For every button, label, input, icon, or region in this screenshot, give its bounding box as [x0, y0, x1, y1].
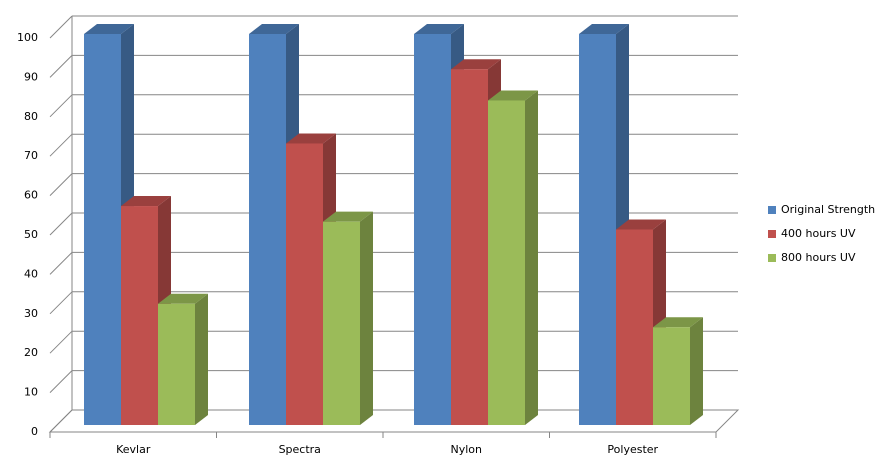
bar-top [653, 317, 703, 328]
grid-diagonal [49, 409, 73, 433]
y-tick-label: 20 [24, 346, 38, 359]
bar [488, 100, 525, 425]
y-tick-label: 80 [24, 110, 38, 123]
legend-swatch [768, 254, 776, 262]
bar [323, 221, 360, 425]
bar [84, 34, 121, 425]
y-tick-label: 60 [24, 189, 38, 202]
bar-top [121, 196, 171, 207]
y-tick-label: 40 [24, 267, 38, 280]
bar-top [616, 219, 666, 230]
grid-diagonal [49, 370, 73, 393]
bar-top [451, 59, 501, 70]
bar-side [525, 90, 538, 425]
bar-top [249, 24, 299, 34]
grid-diagonal [49, 252, 73, 275]
grid-diagonal [49, 15, 73, 39]
legend-label: 800 hours UV [781, 251, 856, 264]
x-tick-label: Polyester [607, 443, 658, 456]
legend-label: Original Strength [781, 203, 875, 216]
bar-side [360, 211, 373, 425]
grid-diagonal [49, 133, 73, 157]
grid-diagonal [49, 173, 73, 196]
y-tick-label: 30 [24, 307, 38, 320]
bar-top [488, 90, 538, 101]
bar-top [579, 24, 629, 34]
grid-diagonal [49, 330, 73, 354]
bar-top [286, 133, 336, 144]
bar [414, 34, 451, 425]
bar-side [690, 317, 703, 425]
legend-swatch [768, 230, 776, 238]
bar [158, 303, 195, 425]
grid-diagonal [49, 291, 73, 315]
bar [451, 69, 488, 425]
bar-top [323, 211, 373, 222]
legend-swatch [768, 206, 776, 214]
grid-diagonal [49, 55, 73, 78]
y-tick-label: 0 [31, 425, 38, 438]
y-tick-label: 10 [24, 386, 38, 399]
bar-top [84, 24, 134, 34]
bar-top [414, 24, 464, 34]
bar [249, 34, 286, 425]
legend-label: 400 hours UV [781, 227, 856, 240]
bar-top [158, 293, 208, 304]
bar [579, 34, 616, 425]
y-tick-label: 90 [24, 70, 38, 83]
bar-side [195, 293, 208, 425]
bar [653, 327, 690, 425]
y-tick-label: 100 [17, 31, 38, 44]
grid-diagonal [49, 94, 73, 118]
x-tick-label: Kevlar [116, 443, 151, 456]
x-tick-label: Nylon [451, 443, 483, 456]
bar [121, 206, 158, 425]
bar [286, 143, 323, 426]
bar [616, 229, 653, 425]
x-tick-label: Spectra [279, 443, 321, 456]
grid-diagonal [49, 212, 73, 236]
y-tick-label: 70 [24, 149, 38, 162]
y-tick-label: 50 [24, 228, 38, 241]
